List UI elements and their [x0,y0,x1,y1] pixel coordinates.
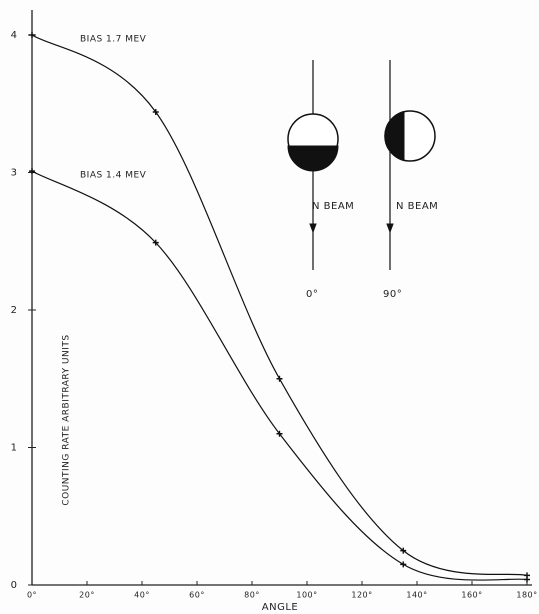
series-line [31,34,528,576]
data-point [29,32,35,38]
data-point [524,576,530,583]
series-label: BIAS 1.4 MEV [80,171,147,181]
y-tick-label: 1 [11,443,18,454]
data-point [152,109,159,115]
series-line [31,170,528,581]
y-tick-label: 0 [11,580,18,591]
x-tick-label: 60° [189,591,205,600]
x-tick-label: 40° [134,591,150,600]
detector-shade [384,111,405,161]
x-tick-label: 140° [406,591,427,600]
y-tick-label: 4 [11,30,18,41]
inset-label: 0° [306,289,318,300]
data-point [29,168,35,175]
inset-label: N BEAM [396,201,438,212]
inset-label: N BEAM [312,201,354,212]
x-axis-label: ANGLE [262,602,298,613]
y-tick-label: 2 [11,305,18,316]
x-tick-label: 20° [79,591,95,600]
series-label: BIAS 1.7 MEV [80,35,147,45]
data-point [400,561,407,568]
beam-arrow [386,223,394,234]
beam-arrow [309,223,317,234]
data-point [276,375,283,382]
x-tick-label: 0° [27,591,37,600]
detector-shade [287,145,339,172]
inset-label: 90° [383,289,402,300]
data-point [276,430,283,437]
x-tick-label: 160° [461,591,482,600]
x-tick-label: 120° [351,591,372,600]
x-tick-label: 180° [516,591,537,600]
data-point [152,239,159,246]
x-tick-label: 100° [296,591,317,600]
inset-diagram [287,60,436,270]
x-tick-label: 80° [244,591,260,600]
y-axis-label: COUNTING RATE ARBITRARY UNITS [62,334,72,505]
data-point [400,547,407,554]
y-tick-label: 3 [11,168,18,179]
